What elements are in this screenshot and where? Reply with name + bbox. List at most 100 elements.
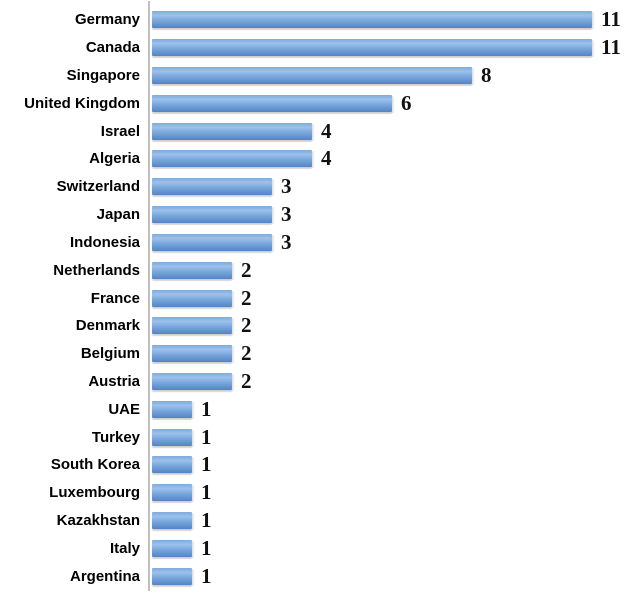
category-label: United Kingdom <box>24 94 140 112</box>
bar <box>152 372 232 390</box>
value-label: 3 <box>281 229 292 254</box>
category-label: Singapore <box>66 67 140 85</box>
value-label: 8 <box>481 63 492 88</box>
chart-row: Kazakhstan 1 <box>0 507 640 535</box>
bar <box>152 150 312 168</box>
bar-area: 2 <box>149 315 640 336</box>
bar <box>152 122 312 140</box>
category-label: Belgium <box>80 345 140 363</box>
chart-row: Algeria 4 <box>0 145 640 173</box>
value-label: 2 <box>241 368 252 393</box>
bar <box>152 39 592 57</box>
bar <box>152 539 192 557</box>
bar <box>152 428 192 446</box>
bar <box>152 456 192 474</box>
chart-row: Netherlands 2 <box>0 256 640 284</box>
bar <box>152 94 392 112</box>
y-axis-line <box>148 1 150 591</box>
bar <box>152 317 232 335</box>
bar-area: 1 <box>149 563 640 588</box>
bar <box>152 233 272 251</box>
bar <box>152 567 192 585</box>
bar-area: 1 <box>149 454 640 475</box>
bar-area: 1 <box>149 424 640 449</box>
bar <box>152 178 272 196</box>
chart-row: Denmark 2 <box>0 312 640 340</box>
value-label: 3 <box>281 202 292 227</box>
value-label: 1 <box>201 480 212 505</box>
bar-area: 1 <box>149 396 640 421</box>
chart-row: Luxembourg 1 <box>0 479 640 507</box>
chart-row: Belgium 2 <box>0 340 640 368</box>
category-label: Israel <box>100 122 140 140</box>
bar-area: 1 <box>149 482 640 503</box>
bar-area: 4 <box>149 118 640 143</box>
value-label: 1 <box>201 535 212 560</box>
bar-area: 4 <box>149 148 640 169</box>
bar <box>152 512 192 530</box>
chart-row: United Kingdom 6 <box>0 89 640 117</box>
category-label: Japan <box>96 206 140 224</box>
chart-row: Singapore 8 <box>0 62 640 90</box>
chart-row: Indonesia 3 <box>0 229 640 257</box>
category-label: Argentina <box>69 567 140 585</box>
bar-area: 3 <box>149 204 640 225</box>
category-label: South Korea <box>50 456 140 474</box>
chart-row: Argentina 1 <box>0 562 640 590</box>
category-label: Indonesia <box>69 233 140 251</box>
bar-area: 11 <box>149 9 640 30</box>
category-label: Switzerland <box>56 178 140 196</box>
value-label: 2 <box>241 285 252 310</box>
category-label: Germany <box>74 11 140 29</box>
bar-area: 8 <box>149 65 640 86</box>
chart-row: Switzerland 3 <box>0 173 640 201</box>
bar <box>152 484 192 502</box>
value-label: 1 <box>201 424 212 449</box>
category-label: France <box>90 289 140 307</box>
chart-row: France 2 <box>0 284 640 312</box>
bar <box>152 289 232 307</box>
value-label: 2 <box>241 257 252 282</box>
bar-area: 2 <box>149 343 640 364</box>
value-label: 1 <box>201 508 212 533</box>
category-label: Netherlands <box>53 261 140 279</box>
category-label: Denmark <box>75 317 140 335</box>
chart-rows: Germany 11 Canada 11 Singapore 8 United Kingdo… <box>0 6 640 590</box>
bar-area: 3 <box>149 176 640 197</box>
category-label: Algeria <box>89 150 140 168</box>
chart-row: Germany 11 <box>0 6 640 34</box>
chart-row: Israel 4 <box>0 117 640 145</box>
bar-area: 6 <box>149 90 640 115</box>
chart-row: Austria 2 <box>0 368 640 396</box>
value-label: 4 <box>321 146 332 171</box>
bar-area: 2 <box>149 257 640 282</box>
bar-area: 1 <box>149 535 640 560</box>
bar-area: 2 <box>149 368 640 393</box>
value-label: 1 <box>201 563 212 588</box>
category-label: Canada <box>85 39 140 57</box>
bar-area: 11 <box>149 37 640 58</box>
category-label: Kazakhstan <box>56 512 140 530</box>
category-label: Austria <box>88 372 140 390</box>
chart-row: Canada 11 <box>0 34 640 62</box>
value-label: 1 <box>201 396 212 421</box>
value-label: 1 <box>201 452 212 477</box>
value-label: 2 <box>241 341 252 366</box>
bar-area: 3 <box>149 229 640 254</box>
value-label: 4 <box>321 118 332 143</box>
chart-row: UAE 1 <box>0 395 640 423</box>
chart-row: Japan 3 <box>0 201 640 229</box>
category-label: Turkey <box>91 428 140 446</box>
category-label: Luxembourg <box>49 484 140 502</box>
bar <box>152 400 192 418</box>
value-label: 11 <box>601 35 621 60</box>
value-label: 11 <box>601 7 621 32</box>
value-label: 2 <box>241 313 252 338</box>
bar <box>152 11 592 29</box>
bar <box>152 206 272 224</box>
bar <box>152 345 232 363</box>
bar <box>152 261 232 279</box>
category-label: Italy <box>109 539 140 557</box>
value-label: 6 <box>401 90 412 115</box>
